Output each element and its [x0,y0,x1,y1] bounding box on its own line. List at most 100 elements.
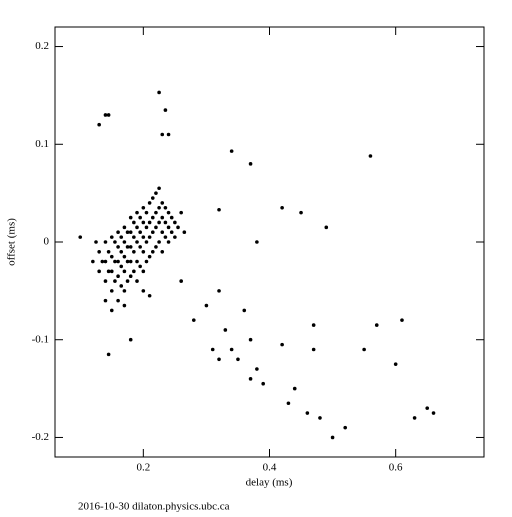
point [128,230,133,235]
point [141,235,146,239]
point [163,235,168,239]
point [150,230,155,235]
y-tick-label: -0.2 [32,431,49,443]
point [103,259,108,264]
point [154,245,158,249]
point [119,284,124,288]
point [393,362,398,366]
point [109,289,114,293]
point [113,259,117,264]
point [173,220,177,225]
point [242,308,247,313]
x-axis-label: delay (ms) [246,477,293,489]
point [122,240,127,244]
point [132,220,136,225]
point [128,274,133,279]
point [179,279,183,283]
point [147,220,152,225]
point [431,411,436,415]
point [125,230,130,235]
point [157,240,161,244]
point [106,352,111,357]
point [128,337,133,342]
point [229,149,234,153]
point [374,323,379,327]
point [343,425,348,430]
y-axis-label: offset (ms) [6,218,18,266]
point [150,196,155,200]
point [157,220,161,225]
point [138,215,142,220]
point [248,337,253,342]
point [166,210,171,215]
point [125,245,130,249]
point [122,289,127,293]
point [135,279,139,283]
point [132,249,136,254]
point [106,249,111,254]
point [144,259,149,264]
point [116,259,120,264]
point [311,323,316,327]
point [119,235,124,239]
point [154,225,158,230]
point [147,293,152,298]
point [150,249,155,254]
point [412,416,417,420]
point [255,367,259,371]
point [160,230,165,235]
point [138,245,142,249]
point [119,249,124,254]
point [217,289,221,293]
point [128,245,133,249]
point [166,132,171,137]
point [248,377,253,381]
point [160,201,165,205]
point [163,108,168,112]
point [261,381,265,386]
point [182,230,187,235]
point [166,225,171,230]
point [141,220,146,225]
point [191,318,196,322]
point [144,240,149,244]
annotation: 2016-10-30 dilaton.physics.ubc.ca [78,501,230,512]
point [125,279,130,283]
point [122,303,127,308]
point [144,225,149,230]
point [330,435,335,440]
point [299,210,303,215]
point [248,162,253,166]
point [236,357,240,362]
point [97,269,101,274]
point [368,154,373,158]
point [147,254,152,259]
point [138,264,142,269]
point [305,411,310,415]
point [125,259,130,264]
point [150,215,155,220]
point [324,225,329,230]
point [135,225,139,230]
point [217,357,221,362]
point [160,215,165,220]
y-tick-label: 0.2 [35,40,49,52]
point [122,254,127,259]
point [157,186,161,191]
point [286,401,291,406]
point [154,210,158,215]
point [91,259,95,264]
point [311,347,316,352]
point [94,240,98,244]
point [157,205,161,210]
point [109,269,114,274]
point [160,249,165,254]
point [103,279,108,283]
point [169,215,174,220]
point [141,289,146,293]
point [362,347,366,352]
point [103,113,108,117]
y-tick-label: 0.1 [35,138,49,150]
point [132,269,136,274]
point [100,259,105,264]
